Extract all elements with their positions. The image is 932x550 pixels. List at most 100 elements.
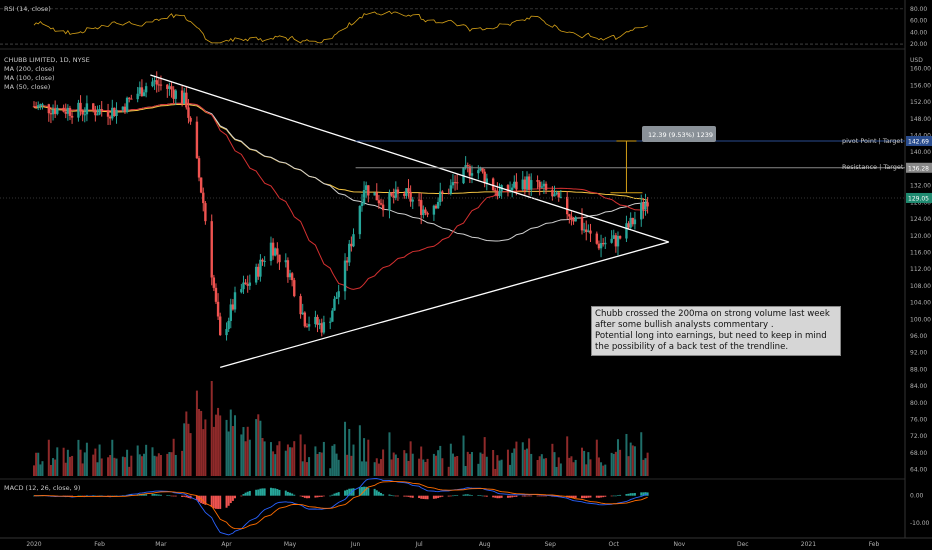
candle-body <box>307 324 311 327</box>
price-tick: 124.00 <box>910 216 931 223</box>
candle-body <box>113 107 116 117</box>
macd-histogram-bar <box>610 495 613 497</box>
candle-body <box>451 182 455 186</box>
macd-histogram-bar <box>545 495 548 497</box>
candle-body <box>248 282 252 286</box>
volume-bar <box>566 436 569 476</box>
macd-histogram-bar <box>523 495 526 497</box>
candle-body <box>79 102 82 112</box>
candle-body <box>299 296 302 315</box>
lower-trendline <box>220 241 669 368</box>
volume-bar <box>528 438 531 476</box>
candle-body <box>32 106 36 108</box>
candle-body <box>246 284 249 286</box>
macd-histogram-bar <box>409 495 412 498</box>
macd-histogram-bar <box>513 495 516 497</box>
candle-body <box>94 109 97 116</box>
volume-bar <box>128 466 131 476</box>
volume-bar <box>198 408 201 476</box>
macd-histogram-bar <box>418 495 421 499</box>
macd-histogram-bar <box>272 488 275 496</box>
time-tick: Apr <box>221 541 232 548</box>
macd-histogram-bar <box>263 488 266 496</box>
macd-histogram-bar <box>269 487 272 496</box>
macd-histogram-bar <box>210 495 213 508</box>
macd-histogram-bar <box>115 495 118 497</box>
candle-body <box>373 192 376 196</box>
macd-histogram-bar <box>439 495 442 498</box>
macd-histogram-bar <box>314 495 317 498</box>
macd-histogram-bar <box>337 492 340 496</box>
time-tick: Dec <box>737 541 749 548</box>
macd-histogram-bar <box>346 489 349 496</box>
candle-body <box>199 177 203 193</box>
candle-body <box>278 254 281 263</box>
volume-bar <box>350 455 353 476</box>
macd-histogram-bar <box>530 495 533 497</box>
macd-histogram-bar <box>153 493 156 496</box>
macd-histogram-bar <box>396 495 399 497</box>
macd-histogram-bar <box>234 495 237 499</box>
time-tick: Aug <box>479 541 491 548</box>
macd-histogram-bar <box>299 495 302 497</box>
macd-histogram-bar <box>140 494 143 496</box>
volume-bar <box>291 447 294 476</box>
volume-bar <box>570 456 573 476</box>
macd-histogram-bar <box>284 490 287 496</box>
moving-averages <box>33 102 648 290</box>
candle-body <box>403 193 406 196</box>
volume-bar <box>392 452 395 476</box>
volume-bar <box>170 452 173 476</box>
macd-histogram-bar <box>322 495 325 497</box>
macd-histogram-bar <box>83 495 86 497</box>
price-tick: 156.00 <box>910 82 931 89</box>
volume-bar <box>195 390 198 476</box>
candle-body <box>627 223 630 228</box>
measure-label: 12.39 (9.53%) 1239 <box>648 131 713 139</box>
volume-bar <box>130 455 133 476</box>
macd-histogram-bar <box>407 495 410 497</box>
resistance-label[interactable]: Resistance | Target <box>842 163 904 171</box>
time-tick: Jul <box>414 541 423 548</box>
volume-bar <box>81 463 84 476</box>
volume-bar <box>333 444 336 476</box>
candle-body <box>331 310 334 322</box>
macd-histogram-bar <box>441 495 444 497</box>
time-tick: Mar <box>155 541 167 548</box>
candle-body <box>96 114 99 116</box>
candle-body <box>56 107 59 114</box>
measure-tool[interactable]: 12.39 (9.53%) 1239 <box>642 126 716 142</box>
macd-histogram-bar <box>335 492 338 496</box>
volume-bar <box>559 463 562 476</box>
price-tick: 84.00 <box>910 383 927 390</box>
volume-bar <box>481 453 484 476</box>
volume-bar <box>79 449 82 476</box>
annotation-note[interactable]: Chubb crossed the 200ma on strong volume… <box>591 306 841 356</box>
candle-body <box>439 191 442 203</box>
candle-body <box>271 242 275 256</box>
volume-bar <box>136 445 139 476</box>
volume-bar <box>568 457 571 476</box>
price-tick: 104.00 <box>910 300 931 307</box>
volume-bar <box>498 460 501 476</box>
volume-bar <box>602 465 605 476</box>
volume-bar <box>212 426 215 476</box>
candle-body <box>240 289 243 293</box>
candle-body <box>390 192 393 196</box>
volume-bar <box>515 441 518 476</box>
macd-histogram-bar <box>333 493 336 496</box>
rsi-line <box>33 10 648 44</box>
candle-body <box>335 297 338 299</box>
volume-bar <box>231 426 234 476</box>
macd-histogram-bar <box>604 495 607 497</box>
volume-bar <box>616 439 619 476</box>
pivot-label[interactable]: pivot Point | Target <box>842 137 903 145</box>
candle-body <box>424 209 427 214</box>
candle-body <box>197 158 201 178</box>
macd-histogram-bar <box>151 494 154 496</box>
volume-bar <box>185 411 188 476</box>
candle-body <box>153 80 156 82</box>
candle-body <box>597 243 601 249</box>
macd-histogram-bar <box>352 488 355 496</box>
